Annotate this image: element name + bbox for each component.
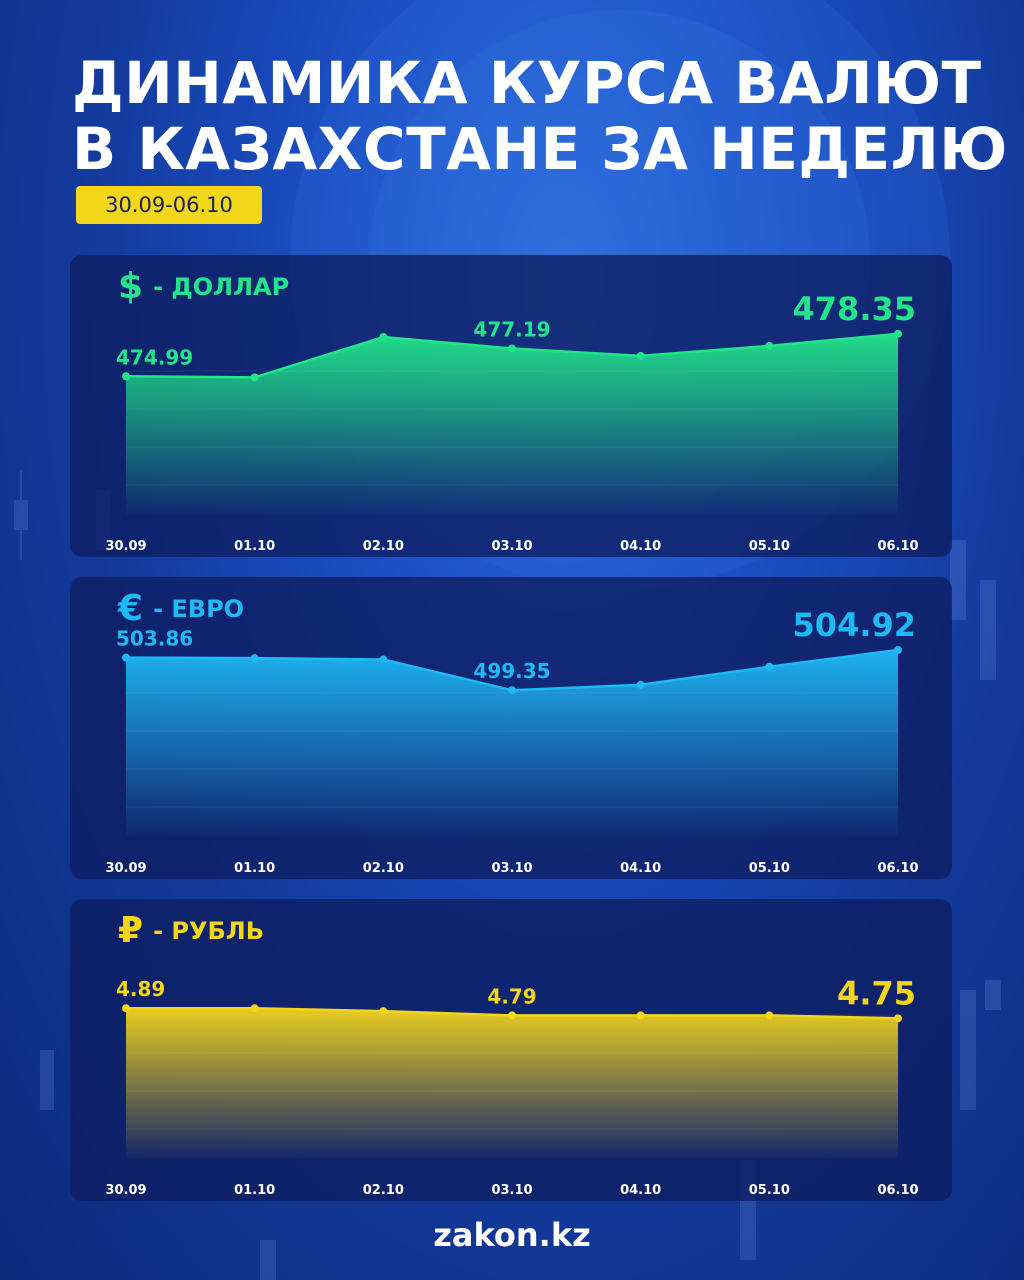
title-line-2: В КАЗАХСТАНЕ ЗА НЕДЕЛЮ <box>72 115 1008 183</box>
rub-panel-header: ₽ - РУБЛЬ <box>118 909 264 953</box>
page-title: ДИНАМИКА КУРСА ВАЛЮТ В КАЗАХСТАНЕ ЗА НЕД… <box>72 49 1008 183</box>
usd-data-label: 478.35 <box>793 290 916 328</box>
rub-point <box>636 1011 645 1020</box>
rub-panel: ₽ - РУБЛЬ 30.09 01.10 02.10 03.10 04.10 05.10… <box>70 899 952 1201</box>
eur-x-tick-label: 02.10 <box>363 861 404 876</box>
usd-panel: $ - ДОЛЛАР 30.09 01.10 02.10 03.10 04.10 05.1… <box>70 255 952 557</box>
footer-logo: zakon.kz <box>433 1216 591 1254</box>
date-range-badge: 30.09-06.10 <box>76 186 262 224</box>
rub-x-tick-label: 01.10 <box>234 1183 275 1198</box>
dollar-icon: $ <box>118 266 144 307</box>
rub-data-label: 4.75 <box>837 974 916 1012</box>
rub-x-tick-label: 05.10 <box>749 1183 790 1198</box>
usd-point <box>122 372 130 381</box>
rub-point <box>508 1011 516 1020</box>
rub-chart: 30.09 01.10 02.10 03.10 04.10 05.10 06.10 4.89 4… <box>105 974 918 1198</box>
usd-x-tick-label: 03.10 <box>491 539 532 554</box>
usd-point <box>250 373 259 382</box>
rub-x-tick-label: 06.10 <box>877 1183 918 1198</box>
rub-x-tick-label: 03.10 <box>491 1183 532 1198</box>
usd-area <box>126 333 898 515</box>
usd-x-tick-label: 05.10 <box>749 539 790 554</box>
rub-point <box>122 1004 130 1013</box>
usd-x-tick-label: 30.09 <box>105 539 146 554</box>
eur-point <box>636 680 645 689</box>
rub-label: - РУБЛЬ <box>153 917 264 945</box>
usd-point <box>508 344 516 353</box>
eur-point <box>250 654 259 663</box>
eur-panel-header: € - ЕВРО <box>118 587 244 631</box>
eur-x-tick-label: 30.09 <box>105 861 146 876</box>
rub-data-label: 4.89 <box>116 977 165 1001</box>
usd-point <box>894 329 902 338</box>
usd-data-label: 477.19 <box>473 317 550 341</box>
usd-data-label: 474.99 <box>116 345 193 369</box>
eur-label: - ЕВРО <box>153 595 245 623</box>
eur-area <box>126 650 898 837</box>
eur-data-label: 504.92 <box>793 606 916 644</box>
ruble-icon: ₽ <box>118 910 144 951</box>
eur-point <box>765 662 774 671</box>
rub-point <box>765 1011 774 1020</box>
rub-x-tick-label: 02.10 <box>363 1183 404 1198</box>
eur-data-label: 499.35 <box>473 659 550 683</box>
eur-chart: 30.09 01.10 02.10 03.10 04.10 05.10 06.10 503.8… <box>105 606 918 876</box>
rub-point <box>250 1004 259 1013</box>
rub-x-tick-label: 30.09 <box>105 1183 146 1198</box>
eur-x-tick-label: 04.10 <box>620 861 661 876</box>
rub-area <box>126 1008 898 1159</box>
usd-x-tick-label: 04.10 <box>620 539 661 554</box>
eur-point <box>894 646 902 655</box>
eur-point <box>508 686 516 695</box>
usd-chart: 30.09 01.10 02.10 03.10 04.10 05.10 06.10 474.9… <box>105 290 918 554</box>
eur-point <box>122 653 130 662</box>
eur-x-tick-label: 05.10 <box>749 861 790 876</box>
eur-x-tick-label: 06.10 <box>877 861 918 876</box>
rub-point <box>379 1007 388 1016</box>
rub-point <box>894 1014 902 1023</box>
usd-panel-header: $ - ДОЛЛАР <box>118 265 289 309</box>
rub-data-label: 4.79 <box>487 984 536 1008</box>
eur-data-label: 503.86 <box>116 627 193 651</box>
eur-x-tick-label: 03.10 <box>491 861 532 876</box>
euro-icon: € <box>118 588 144 629</box>
usd-x-tick-label: 01.10 <box>234 539 275 554</box>
title-line-1: ДИНАМИКА КУРСА ВАЛЮТ <box>72 49 982 117</box>
eur-point <box>379 655 388 664</box>
usd-point <box>765 341 774 350</box>
usd-x-tick-label: 02.10 <box>363 539 404 554</box>
usd-point <box>379 332 388 341</box>
usd-x-tick-label: 06.10 <box>877 539 918 554</box>
eur-panel: € - ЕВРО 30.09 01.10 02.10 03.10 04.10 05.10 0… <box>70 577 952 879</box>
rub-x-tick-label: 04.10 <box>620 1183 661 1198</box>
usd-label: - ДОЛЛАР <box>153 273 290 301</box>
eur-x-tick-label: 01.10 <box>234 861 275 876</box>
usd-point <box>636 351 645 360</box>
